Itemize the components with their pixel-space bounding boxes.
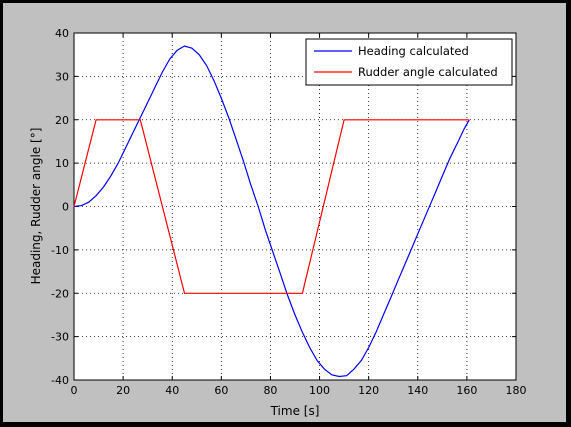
x-tick-label: 20 (116, 384, 130, 397)
y-tick-label: -30 (51, 331, 69, 344)
x-tick-label: 60 (214, 384, 228, 397)
y-tick-label: -20 (51, 287, 69, 300)
x-tick-label: 0 (71, 384, 78, 397)
x-axis-label: Time [s] (270, 404, 320, 418)
x-tick-label: 100 (309, 384, 330, 397)
x-tick-label: 120 (358, 384, 379, 397)
legend-label-1: Heading calculated (358, 44, 469, 58)
legend-label-2: Rudder angle calculated (358, 65, 498, 79)
y-tick-label: 10 (55, 157, 69, 170)
y-tick-label: 30 (55, 70, 69, 83)
y-tick-label: 0 (62, 201, 69, 214)
axis-ticks: 0 20 40 60 80 100 120 140 160 180 -40 -30 -20 -10 0 10 2… (51, 27, 526, 397)
legend: Heading calculated Rudder angle calculate… (305, 38, 513, 86)
x-tick-label: 40 (165, 384, 179, 397)
series-line-2 (73, 119, 470, 294)
y-tick-label: 20 (55, 114, 69, 127)
legend-box (305, 38, 513, 86)
x-tick-label: 160 (456, 384, 477, 397)
x-tick-label: 140 (407, 384, 428, 397)
series-layer (73, 45, 470, 378)
y-axis-label: Heading, Rudder angle [°] (29, 128, 43, 285)
x-tick-label: 180 (506, 384, 527, 397)
x-tick-label: 80 (263, 384, 277, 397)
y-tick-label: -10 (51, 244, 69, 257)
y-tick-label: -40 (51, 374, 69, 387)
y-tick-label: 40 (55, 27, 69, 40)
series-line-1 (73, 45, 470, 378)
